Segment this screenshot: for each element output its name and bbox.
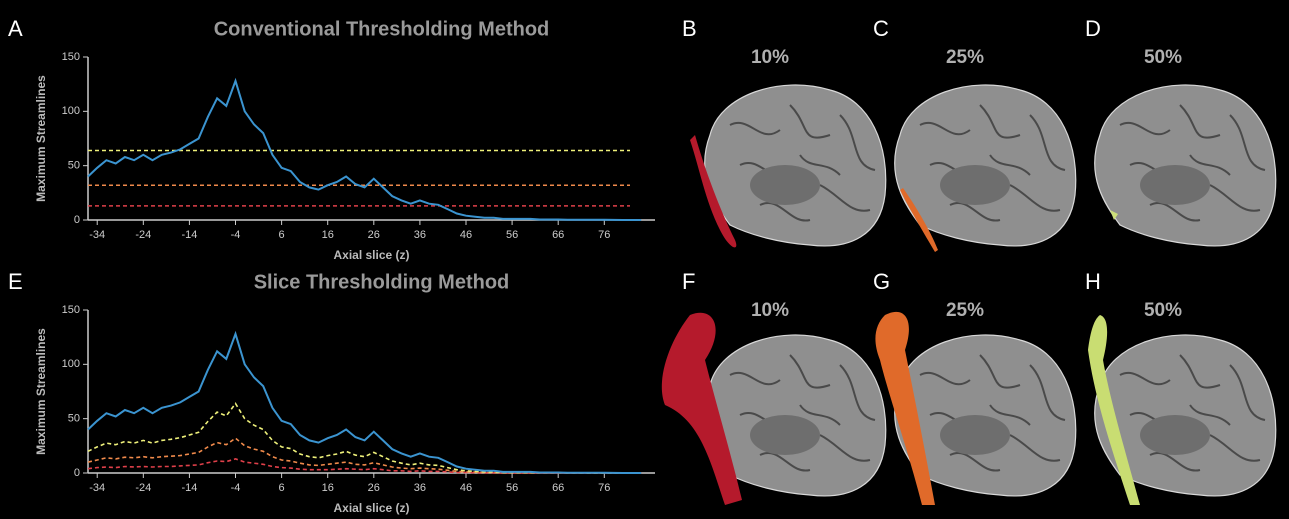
x-tick-label: 56 (506, 229, 518, 241)
y-tick-label: 50 (68, 413, 80, 425)
threshold-label: 10% (751, 300, 789, 321)
y-axis-label: Maximum Streamlines (34, 328, 48, 455)
threshold-label: 25% (946, 300, 984, 321)
figure: A Conventional Thresholding Method Axial s… (0, 0, 1289, 519)
x-axis-label: Axial slice (z) (333, 501, 409, 515)
data-line (88, 404, 641, 474)
x-tick-label: 6 (279, 229, 285, 241)
threshold-label: 50% (1144, 300, 1182, 321)
y-tick-label: 100 (62, 358, 80, 370)
y-tick-label: 0 (74, 467, 80, 479)
x-tick-label: -34 (89, 229, 105, 241)
y-tick-label: 50 (68, 160, 80, 172)
threshold-label: 25% (946, 47, 984, 68)
threshold-label: 50% (1144, 47, 1182, 68)
chart-title: Slice Thresholding Method (254, 271, 510, 293)
x-tick-label: 36 (414, 229, 426, 241)
y-tick-label: 150 (62, 51, 80, 63)
x-tick-label: 76 (598, 482, 610, 494)
panel-letter: G (873, 269, 890, 294)
x-tick-label: -14 (181, 229, 197, 241)
panel-letter: B (682, 16, 697, 41)
x-tick-label: 76 (598, 229, 610, 241)
y-tick-label: 150 (62, 304, 80, 316)
x-tick-label: 36 (414, 482, 426, 494)
x-tick-label: 16 (322, 229, 334, 241)
y-axis-label: Maximum Streamlines (34, 75, 48, 202)
x-tick-label: -14 (181, 482, 197, 494)
x-tick-label: -34 (89, 482, 105, 494)
x-tick-label: 26 (368, 482, 380, 494)
x-tick-label: 26 (368, 229, 380, 241)
x-tick-label: 46 (460, 229, 472, 241)
x-axis-label: Axial slice (z) (333, 248, 409, 262)
x-tick-label: -4 (231, 229, 241, 241)
x-tick-label: -4 (231, 482, 241, 494)
x-tick-label: 6 (279, 482, 285, 494)
panel-letter: C (873, 16, 889, 41)
data-line (88, 334, 641, 473)
panel-letter: D (1085, 16, 1101, 41)
panel-letter: A (8, 16, 23, 41)
threshold-label: 10% (751, 47, 789, 68)
x-tick-label: 16 (322, 482, 334, 494)
x-tick-label: 56 (506, 482, 518, 494)
x-tick-label: -24 (135, 229, 151, 241)
x-tick-label: 66 (552, 482, 564, 494)
y-tick-label: 0 (74, 214, 80, 226)
y-tick-label: 100 (62, 105, 80, 117)
chart-title: Conventional Thresholding Method (214, 18, 550, 40)
brain-image (705, 85, 886, 246)
data-line (88, 438, 641, 473)
panel-letter: H (1085, 269, 1101, 294)
data-line (88, 459, 641, 473)
x-tick-label: 46 (460, 482, 472, 494)
brain-image (1095, 85, 1276, 246)
x-tick-label: -24 (135, 482, 151, 494)
panel-letter: E (8, 269, 23, 294)
panel-letter: F (682, 269, 695, 294)
x-tick-label: 66 (552, 229, 564, 241)
